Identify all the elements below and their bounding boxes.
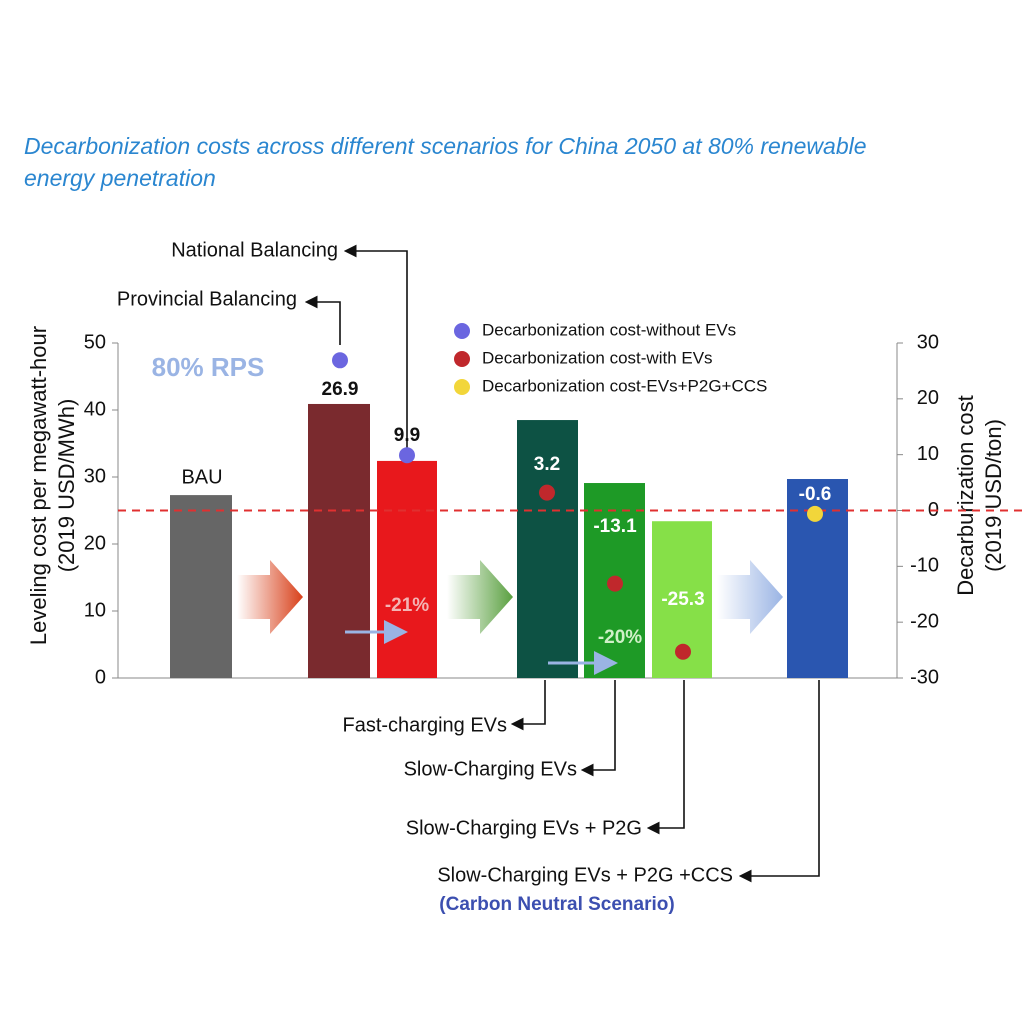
y2-tick-label: 20 (917, 387, 939, 409)
data-label: 3.2 (534, 454, 560, 475)
y2-axis-title: (2019 USD/ton) (981, 419, 1006, 572)
chart-title: Decarbonization costs across different s… (24, 133, 867, 191)
y-tick-label: 0 (95, 666, 106, 688)
legend-marker (454, 351, 470, 367)
category-label: Fast-charging EVs (342, 714, 507, 736)
legend-marker (454, 323, 470, 339)
dot (539, 484, 555, 501)
y-axis-title: Leveling cost per megawatt-hour (26, 326, 51, 645)
bar (377, 460, 437, 678)
y-tick-label: 40 (84, 398, 106, 420)
callout-line (304, 295, 341, 345)
y-tick-label: 10 (84, 599, 106, 621)
y-tick-label: 20 (84, 532, 106, 554)
category-label: Slow-Charging EVs + P2G (406, 817, 642, 839)
dot (807, 505, 823, 522)
y2-tick-label: -10 (910, 555, 939, 577)
annotation: -20% (598, 627, 642, 648)
annotation: (Carbon Neutral Scenario) (439, 894, 674, 915)
data-label: -25.3 (661, 589, 704, 610)
data-label: -13.1 (593, 516, 637, 537)
y2-tick-label: -20 (910, 610, 939, 632)
y-tick-label: 50 (84, 331, 106, 353)
y-tick-label: 30 (84, 465, 106, 487)
legend-label: Decarbonization cost-EVs+P2G+CCS (482, 376, 767, 395)
flow-arrows (237, 560, 783, 634)
dot (675, 643, 691, 660)
data-label: 9.9 (394, 425, 420, 446)
legend-label: Decarbonization cost-with EVs (482, 348, 713, 367)
y2-tick-label: 30 (917, 331, 939, 353)
bar (517, 420, 578, 678)
annotation: -21% (385, 595, 429, 616)
dot (399, 447, 415, 464)
bar (308, 403, 370, 678)
category-label: Slow-Charging EVs (404, 758, 577, 780)
category-label: Slow-Charging EVs + P2G +CCS (437, 864, 733, 886)
annotation: 80% RPS (152, 352, 265, 382)
callout-line (646, 680, 685, 835)
callout-line (510, 680, 546, 731)
dot (607, 575, 623, 592)
y2-tick-label: -30 (910, 666, 939, 688)
callout-line (580, 680, 616, 777)
dot (332, 352, 348, 369)
callout-line (738, 680, 820, 883)
category-label: Provincial Balancing (117, 288, 297, 310)
category-label: BAU (181, 466, 222, 488)
data-label: 26.9 (322, 379, 359, 400)
data-label: -0.6 (799, 484, 832, 505)
category-label: National Balancing (171, 239, 338, 261)
y-axis-title: (2019 USD/MWh) (54, 399, 79, 573)
y2-tick-label: 10 (917, 443, 939, 465)
callout-line (343, 244, 408, 455)
y2-axis-title: Decarburization cost (953, 395, 978, 596)
bar (170, 495, 232, 678)
legend-marker (454, 379, 470, 395)
legend-label: Decarbonization cost-without EVs (482, 320, 736, 339)
